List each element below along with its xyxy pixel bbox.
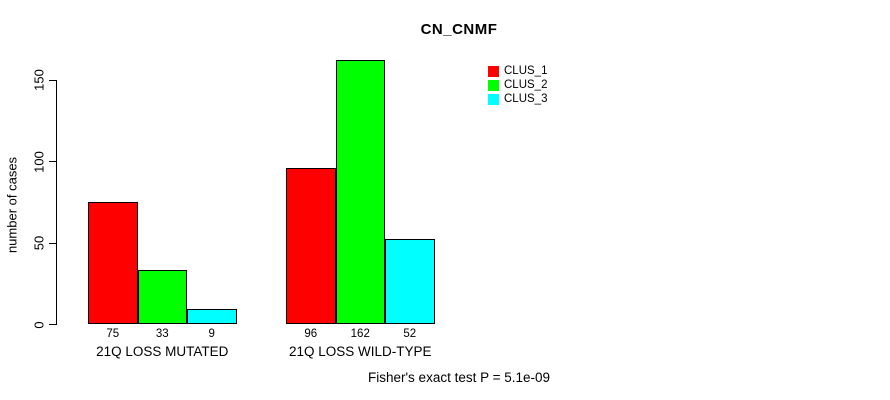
- annotation-text: Fisher's exact test P = 5.1e-09: [367, 370, 551, 385]
- category-label: 21Q LOSS WILD-TYPE: [288, 344, 432, 359]
- y-axis-tick-label: 150: [31, 69, 47, 91]
- y-axis-tick: [49, 161, 56, 162]
- y-axis-tick-label: 100: [31, 150, 47, 173]
- bar-clus_2-group2: [335, 59, 385, 324]
- bar-clus_1-group2: [286, 167, 336, 324]
- legend-swatch-clus_3: [488, 94, 499, 105]
- category-label: 21Q LOSS MUTATED: [96, 344, 229, 359]
- legend-label: CLUS_3: [504, 93, 548, 105]
- y-axis-tick-label: 50: [31, 235, 47, 251]
- bar-value-label: 9: [208, 328, 215, 340]
- y-axis-line: [56, 79, 57, 325]
- legend-label: CLUS_1: [504, 65, 548, 77]
- bar-clus_3-group2: [385, 239, 435, 324]
- bar-value-label: 96: [304, 328, 318, 340]
- bar-value-label: 52: [403, 328, 417, 340]
- bar-value-label: 33: [155, 328, 169, 340]
- bar-clus_1-group1: [88, 201, 138, 324]
- y-axis-tick: [49, 79, 56, 81]
- y-axis-tick-label: 0: [31, 320, 47, 329]
- bar-value-label: 75: [106, 328, 120, 340]
- legend-label: CLUS_2: [504, 79, 548, 91]
- legend-swatch-clus_1: [488, 66, 499, 77]
- legend-swatch-clus_2: [488, 80, 499, 91]
- chart-title: CN_CNMF: [420, 21, 498, 38]
- bar-clus_3-group1: [187, 309, 237, 324]
- y-axis-label: number of cases: [4, 156, 20, 254]
- bar-value-label: 162: [350, 328, 370, 340]
- bar-clus_2-group1: [137, 270, 187, 324]
- y-axis-tick: [49, 324, 56, 325]
- y-axis-tick: [49, 242, 56, 244]
